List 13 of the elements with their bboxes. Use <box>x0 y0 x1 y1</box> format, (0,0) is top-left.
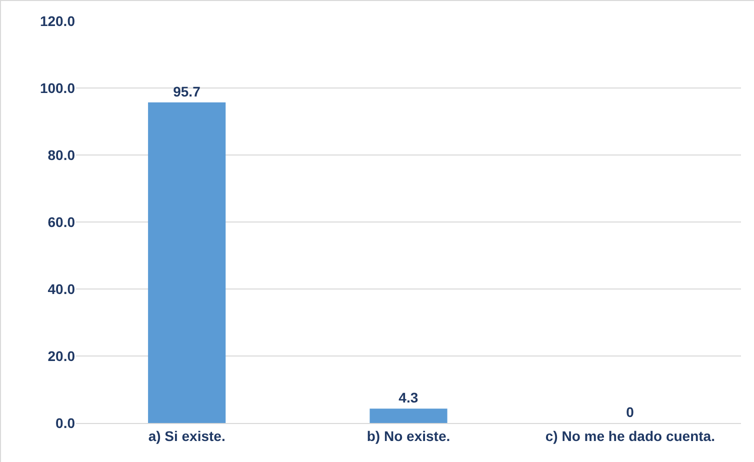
y-tick-label: 20.0 <box>48 348 76 364</box>
y-tick-label: 60.0 <box>48 214 76 230</box>
x-tick-label: c) No me he dado cuenta. <box>545 428 715 444</box>
y-tick-label: 80.0 <box>48 146 76 163</box>
x-tick-label: a) Si existe. <box>148 428 226 444</box>
y-tick-label: 100.0 <box>40 80 76 96</box>
data-label: 0 <box>626 404 634 420</box>
data-label: 95.7 <box>173 83 201 100</box>
y-tick-label: 40.0 <box>48 280 76 297</box>
y-tick-label: 0.0 <box>56 414 76 431</box>
x-tick-label: b) No existe. <box>366 428 450 444</box>
data-label: 4.3 <box>398 390 418 406</box>
y-tick-label: 120.0 <box>40 12 76 29</box>
